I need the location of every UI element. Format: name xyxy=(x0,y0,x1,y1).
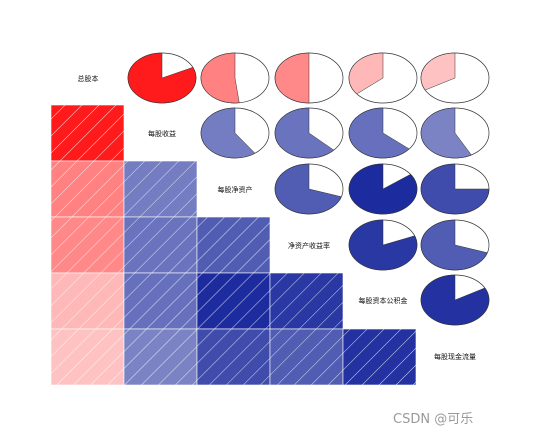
pie-cell-1-4 xyxy=(274,52,344,104)
shade-cell-6-5 xyxy=(342,328,417,386)
pie-cell-2-6 xyxy=(420,107,490,159)
shade-cell-5-4 xyxy=(269,272,344,330)
shade-cell-6-4 xyxy=(269,328,344,386)
pie-cell-5-6 xyxy=(420,274,490,326)
shade-cell-3-2 xyxy=(123,160,198,218)
watermark: CSDN @可乐 xyxy=(393,412,474,427)
shade-cell-2-1 xyxy=(50,104,125,162)
pie-cell-4-5 xyxy=(348,219,418,271)
shade-cell-6-3 xyxy=(196,328,271,386)
correlogram-panels xyxy=(50,52,490,386)
pie-cell-1-2 xyxy=(127,52,197,104)
pie-cell-3-6 xyxy=(420,163,490,215)
pie-cell-1-5 xyxy=(348,52,418,104)
shade-cell-5-2 xyxy=(123,272,198,330)
variable-label-5: 每股资本公积金 xyxy=(359,296,408,305)
pie-cell-4-6 xyxy=(420,219,490,271)
pie-cell-2-5 xyxy=(348,107,418,159)
variable-label-1: 总股本 xyxy=(78,74,99,83)
pie-cell-1-3 xyxy=(200,52,270,104)
pie-cell-3-5 xyxy=(348,163,418,215)
shade-cell-3-1 xyxy=(50,160,125,218)
shade-cell-4-1 xyxy=(50,216,125,274)
pie-cell-2-3 xyxy=(200,107,270,159)
shade-cell-5-1 xyxy=(50,272,125,330)
shade-cell-6-1 xyxy=(50,328,125,386)
variable-label-4: 净资产收益率 xyxy=(288,241,330,250)
variable-label-3: 每股净资产 xyxy=(218,185,253,194)
shade-cell-6-2 xyxy=(123,328,198,386)
pie-cell-3-4 xyxy=(274,163,344,215)
shade-cell-4-3 xyxy=(196,216,271,274)
pie-cell-2-4 xyxy=(274,107,344,159)
shade-cell-4-2 xyxy=(123,216,198,274)
variable-label-6: 每股现金流量 xyxy=(434,352,476,361)
variable-label-2: 每股收益 xyxy=(148,129,176,138)
pie-cell-1-6 xyxy=(420,52,490,104)
shade-cell-5-3 xyxy=(196,272,271,330)
